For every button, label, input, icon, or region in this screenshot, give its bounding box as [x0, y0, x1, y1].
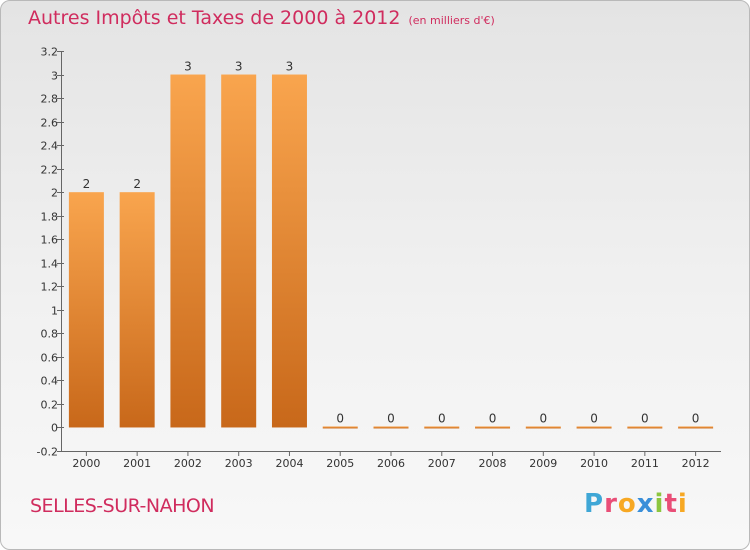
x-tick-label: 2003 [225, 457, 253, 470]
bar [525, 426, 561, 429]
x-tick-label: 2004 [275, 457, 303, 470]
x-tick-label: 2007 [428, 457, 456, 470]
brand-logo-letter: x [636, 489, 655, 519]
bar [678, 426, 714, 429]
y-tick-label: 0.2 [41, 399, 59, 412]
y-tick-label: 2.8 [41, 93, 59, 106]
y-tick-label: 3.2 [41, 46, 59, 59]
chart-subtitle: (en milliers d'€) [408, 14, 495, 27]
brand-logo: Proxiti [584, 489, 688, 519]
y-tick-label: 3 [51, 70, 58, 83]
bar-value-label: 2 [133, 177, 141, 191]
x-tick-label: 2010 [580, 457, 608, 470]
bar [68, 192, 104, 428]
y-tick-label: 1.6 [41, 234, 59, 247]
x-tick-label: 2001 [123, 457, 151, 470]
bar-value-label: 0 [489, 411, 497, 425]
bar-value-label: 3 [286, 60, 294, 74]
bar [627, 426, 663, 429]
y-tick-label: 0.8 [41, 328, 59, 341]
bar [271, 74, 307, 428]
x-tick-label: 2012 [682, 457, 710, 470]
bar-value-label: 3 [184, 60, 192, 74]
bar-value-label: 3 [235, 60, 243, 74]
bar [576, 426, 612, 429]
x-tick-label: 2009 [529, 457, 557, 470]
y-tick-label: 2.4 [41, 140, 59, 153]
y-tick-label: 2.2 [41, 164, 59, 177]
bar-value-label: 0 [438, 411, 446, 425]
x-tick-label: 2011 [631, 457, 659, 470]
bar [373, 426, 409, 429]
bar-value-label: 0 [336, 411, 344, 425]
bar [424, 426, 460, 429]
bar [119, 192, 155, 428]
x-tick-label: 2006 [377, 457, 405, 470]
bar [170, 74, 206, 428]
bar-value-label: 2 [83, 177, 91, 191]
x-tick-label: 2000 [72, 457, 100, 470]
bar-value-label: 0 [590, 411, 598, 425]
x-tick-label: 2005 [326, 457, 354, 470]
y-tick-label: 0.6 [41, 352, 59, 365]
x-tick-label: 2008 [479, 457, 507, 470]
y-tick-label: 1 [51, 305, 58, 318]
brand-logo-letter: r [604, 489, 618, 519]
y-tick-label: 2 [51, 187, 58, 200]
brand-logo-letter: t [664, 489, 678, 519]
bar [322, 426, 358, 429]
x-tick-label: 2002 [174, 457, 202, 470]
brand-logo-letter: i [654, 489, 665, 519]
bar-value-label: 0 [692, 411, 700, 425]
commune-name: SELLES-SUR-NAHON [30, 495, 215, 517]
y-tick-label: 0 [51, 422, 58, 435]
y-tick-label: 1.2 [41, 281, 59, 294]
bar-value-label: 0 [539, 411, 547, 425]
brand-logo-letter: i [677, 489, 688, 519]
bar [221, 74, 257, 428]
brand-logo-letter: P [584, 489, 605, 519]
y-tick-label: 2.6 [41, 117, 59, 130]
bar-value-label: 0 [641, 411, 649, 425]
bar-value-label: 0 [387, 411, 395, 425]
y-tick-label: 1.8 [41, 211, 59, 224]
brand-logo-letter: o [617, 489, 637, 519]
chart-title: Autres Impôts et Taxes de 2000 à 2012 (en… [28, 7, 495, 29]
y-tick-label: -0.2 [37, 446, 58, 459]
y-tick-label: 0.4 [41, 375, 59, 388]
y-tick-label: 1.4 [41, 258, 59, 271]
bar [475, 426, 511, 429]
chart-title-text: Autres Impôts et Taxes de 2000 à 2012 [28, 7, 401, 29]
